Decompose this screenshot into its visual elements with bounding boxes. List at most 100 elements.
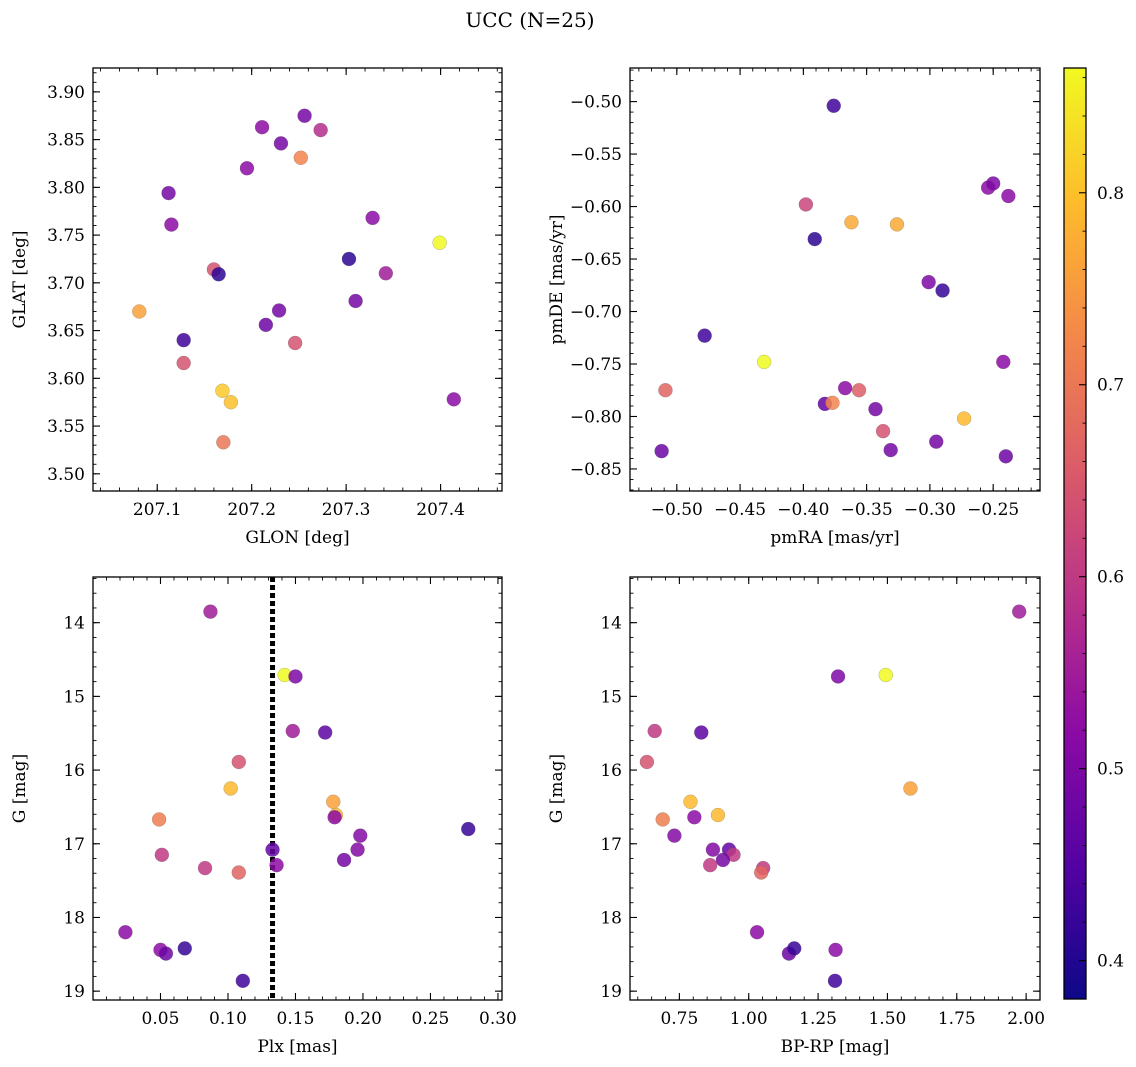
data-point: [929, 434, 944, 449]
y-tick-label: 18: [63, 908, 85, 928]
data-point: [807, 231, 822, 247]
data-point: [639, 754, 655, 770]
data-point: [118, 925, 133, 940]
data-point: [935, 283, 950, 298]
x-tick-label: 207.3: [322, 500, 371, 520]
data-point: [132, 304, 147, 319]
panel-pmra_pmde: −0.50 −0.45 −0.40 −0.35 −0.30 −0.25 −0.85 −0.80…: [547, 67, 1041, 548]
data-point: [710, 807, 726, 823]
colorbar-tick-label: 0.4: [1097, 952, 1124, 972]
data-point: [705, 842, 721, 857]
x-tick-label: 0.20: [344, 1009, 382, 1029]
y-tick-label: 3.85: [47, 131, 85, 151]
data-point: [985, 176, 1001, 191]
x-tick-label: 0.25: [412, 1009, 450, 1029]
y-tick-label: 19: [600, 982, 622, 1002]
y-tick-label: −0.55: [570, 145, 622, 165]
x-tick-label: 1.75: [938, 1009, 976, 1029]
y-tick-label: 17: [63, 835, 85, 855]
x-tick-label: −0.40: [777, 500, 829, 520]
y-tick-label: 16: [63, 761, 85, 781]
data-point: [828, 942, 843, 958]
axes-frame: [92, 67, 503, 492]
panels: 207.1 207.2 207.3 207.4 3.50 3.55 3.60 3.65 3.70…: [10, 67, 1045, 1057]
x-axis-label: Plx [mas]: [257, 1037, 337, 1057]
data-point: [875, 423, 891, 439]
y-tick-label: −0.75: [570, 355, 622, 375]
data-point: [868, 401, 883, 417]
x-axis-label: pmRA [mas/yr]: [770, 528, 899, 548]
data-point: [883, 442, 898, 458]
data-point: [297, 108, 312, 123]
x-tick-label: 207.2: [227, 500, 276, 520]
data-point: [844, 215, 859, 230]
data-point: [216, 435, 231, 450]
y-axis-label: pmDE [mas/yr]: [547, 214, 567, 344]
plot-area: [654, 98, 1016, 464]
data-point: [197, 860, 213, 876]
plot-area: [639, 604, 1027, 989]
data-point: [350, 842, 365, 857]
data-point: [177, 941, 192, 956]
x-tick-label: 0.10: [209, 1009, 247, 1029]
data-point: [683, 794, 698, 809]
y-tick-label: −0.80: [570, 407, 622, 427]
data-point: [235, 973, 251, 989]
x-tick-label: 207.1: [133, 500, 182, 520]
panel-glon_glat: 207.1 207.2 207.3 207.4 3.50 3.55 3.60 3.65 3.70…: [10, 67, 503, 548]
data-point: [658, 383, 673, 398]
y-tick-label: −0.65: [570, 250, 622, 270]
data-point: [825, 395, 840, 411]
data-point: [903, 781, 918, 796]
y-tick-label: 18: [600, 908, 622, 928]
y-tick-label: 3.60: [47, 369, 85, 389]
data-point: [223, 394, 239, 410]
colorbar: 0.4 0.5 0.6 0.7 0.8: [1063, 67, 1124, 1000]
data-point: [176, 332, 191, 348]
data-point: [878, 667, 893, 683]
x-tick-label: 1.50: [868, 1009, 906, 1029]
data-point: [258, 317, 274, 333]
y-tick-label: 3.65: [47, 322, 85, 342]
data-point: [749, 925, 765, 940]
y-axis-label: G [mag]: [547, 754, 567, 823]
data-point: [998, 449, 1014, 464]
colorbar-gradient: [1063, 67, 1087, 1000]
data-point: [694, 725, 709, 740]
x-tick-label: −0.35: [841, 500, 893, 520]
data-point: [223, 781, 238, 796]
y-tick-label: 3.70: [47, 274, 85, 294]
y-tick-label: −0.50: [570, 93, 622, 113]
data-point: [161, 185, 176, 201]
data-point: [667, 828, 682, 843]
data-point: [837, 380, 853, 396]
data-point: [271, 303, 287, 318]
panel-plx_g: 0.05 0.10 0.15 0.20 0.25 0.30 14 15 16 17 18 19 Plx …: [10, 576, 517, 1057]
data-point: [231, 865, 246, 880]
data-point: [756, 354, 772, 370]
x-tick-label: 2.00: [1007, 1009, 1045, 1029]
plot-area: [118, 577, 476, 1000]
x-tick-label: 0.05: [142, 1009, 180, 1029]
y-tick-label: 17: [600, 835, 622, 855]
colorbar-tick-label: 0.8: [1097, 184, 1124, 204]
data-point: [348, 293, 363, 309]
data-point: [787, 941, 802, 956]
data-point: [158, 946, 174, 961]
data-point: [715, 852, 731, 868]
x-tick-label: −0.30: [904, 500, 956, 520]
data-point: [830, 669, 846, 684]
data-point: [211, 267, 226, 282]
x-axis-label: GLON [deg]: [245, 528, 349, 548]
y-tick-label: −0.70: [570, 303, 622, 323]
x-tick-label: 207.4: [416, 500, 465, 520]
data-point: [317, 725, 333, 740]
data-point: [754, 865, 769, 880]
data-point: [285, 723, 300, 739]
data-point: [365, 210, 380, 226]
data-point: [353, 828, 368, 843]
data-point: [273, 136, 289, 151]
x-tick-label: −0.25: [967, 500, 1019, 520]
x-tick-label: −0.50: [651, 500, 703, 520]
